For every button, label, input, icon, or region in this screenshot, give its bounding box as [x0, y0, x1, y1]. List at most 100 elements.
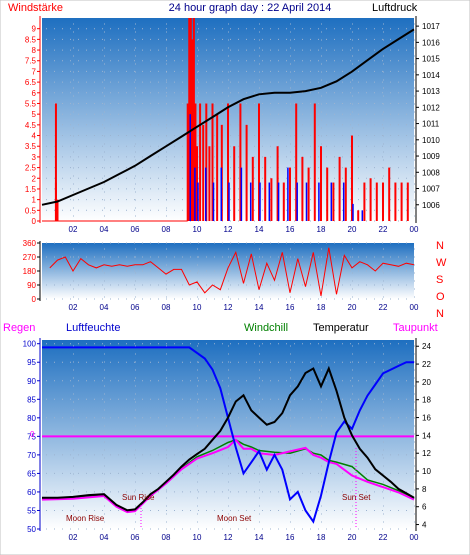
humidity-line	[42, 346, 414, 524]
x-tick-label: 02	[69, 533, 78, 542]
x-tick-label: 16	[286, 533, 295, 542]
x-tick-label: 14	[255, 225, 264, 234]
y2-tick-label: 1013	[422, 87, 440, 96]
y-tick-label: 3	[32, 153, 37, 162]
y-tick-label: 8.5	[25, 35, 37, 44]
y-tick-label: 270	[23, 253, 37, 262]
x-tick-label: 18	[317, 303, 326, 312]
y2-tick-label: 10	[422, 467, 431, 476]
direction-plot-area	[42, 243, 414, 299]
y-tick-label: 60	[27, 488, 36, 497]
x-tick-label: 10	[193, 303, 202, 312]
grid-dots-panel-2	[46, 242, 415, 300]
x-tick-label: 04	[100, 225, 109, 234]
wind-axis-title: Windstärke	[8, 2, 63, 14]
y2-tick-label: 1006	[422, 201, 440, 210]
y-tick-label: 7	[32, 67, 37, 76]
x-tick-label: 04	[100, 303, 109, 312]
y-tick-label: 95	[27, 358, 36, 367]
y2-tick-label: 1007	[422, 185, 440, 194]
regen-value: 0	[30, 430, 35, 439]
y-tick-label: 5	[32, 110, 37, 119]
y2-tick-label: 8	[422, 485, 427, 494]
y-tick-label: 2	[32, 174, 37, 183]
x-tick-label: 02	[69, 303, 78, 312]
y-tick-label: 75	[27, 432, 36, 441]
pressure-axis-title: Luftdruck	[372, 2, 418, 14]
y-tick-label: 0.5	[25, 206, 37, 215]
y2-tick-label: 1016	[422, 38, 440, 47]
x-tick-label: 06	[131, 303, 140, 312]
x-tick-label: 20	[348, 533, 357, 542]
x-tick-label: 00	[410, 303, 419, 312]
x-tick-label: 12	[224, 225, 233, 234]
x-tick-label: 06	[131, 225, 140, 234]
y-tick-label: 1.5	[25, 185, 37, 194]
y2-tick-label: 14	[422, 431, 431, 440]
x-tick-label: 20	[348, 303, 357, 312]
y-tick-label: 70	[27, 451, 36, 460]
x-tick-label: 16	[286, 225, 295, 234]
y-tick-label: 4.5	[25, 121, 37, 130]
x-tick-label: 20	[348, 225, 357, 234]
y-tick-label: 90	[27, 281, 36, 290]
sun-rise-label: Sun Rise	[122, 493, 155, 502]
x-tick-label: 00	[410, 225, 419, 234]
x-tick-label: 10	[193, 533, 202, 542]
direction-label-n-bottom: N	[436, 308, 444, 320]
series	[41, 18, 415, 524]
x-tick-label: 14	[255, 533, 264, 542]
y-tick-label: 85	[27, 395, 36, 404]
y-tick-label: 360	[23, 239, 37, 248]
y-tick-label: 65	[27, 469, 36, 478]
y-tick-label: 180	[23, 267, 37, 276]
grid-dots-panel-1	[46, 23, 415, 222]
y-tick-label: 6.5	[25, 78, 37, 87]
y-tick-label: 4	[32, 132, 37, 141]
x-tick-label: 02	[69, 225, 78, 234]
y2-tick-label: 22	[422, 360, 431, 369]
moon-set-label: Moon Set	[217, 514, 252, 523]
y2-tick-label: 12	[422, 449, 431, 458]
y2-tick-label: 4	[422, 521, 427, 530]
chart-title: 24 hour graph day : 22 April 2014	[169, 2, 332, 14]
y-tick-label: 90	[27, 377, 36, 386]
y2-tick-label: 16	[422, 414, 431, 423]
y-tick-label: 5.5	[25, 99, 37, 108]
legend-windchill: Windchill	[244, 322, 288, 334]
temperature-line	[42, 365, 415, 512]
y-tick-label: 9	[32, 25, 37, 34]
direction-label-w: W	[436, 257, 447, 269]
y-tick-label: 80	[27, 414, 36, 423]
x-tick-label: 10	[193, 225, 202, 234]
y2-tick-label: 6	[422, 503, 427, 512]
y2-tick-label: 1011	[422, 120, 440, 129]
dewpoint-line	[41, 438, 415, 514]
y2-tick-label: 1017	[422, 22, 440, 31]
x-tick-label: 22	[379, 533, 388, 542]
legend-taupunkt: Taupunkt	[393, 322, 438, 334]
x-tick-label: 00	[410, 533, 419, 542]
x-tick-label: 12	[224, 303, 233, 312]
y-tick-label: 3.5	[25, 142, 37, 151]
x-tick-label: 08	[162, 225, 171, 234]
y2-tick-label: 1012	[422, 103, 440, 112]
x-tick-label: 18	[317, 533, 326, 542]
x-tick-label: 06	[131, 533, 140, 542]
x-tick-label: 14	[255, 303, 264, 312]
legend-luftfeuchte: Luftfeuchte	[66, 322, 120, 334]
y-tick-label: 8	[32, 46, 37, 55]
x-tick-label: 12	[224, 533, 233, 542]
y2-tick-label: 24	[422, 342, 431, 351]
axes: 00.511.522.533.544.555.566.577.588.59100…	[23, 16, 440, 542]
y-tick-label: 100	[23, 340, 37, 349]
y2-tick-label: 1010	[422, 136, 440, 145]
legend-regen: Regen	[3, 322, 35, 334]
x-tick-label: 04	[100, 533, 109, 542]
y-tick-label: 1	[32, 196, 37, 205]
y-tick-label: 2.5	[25, 164, 37, 173]
sun-set-label: Sun Set	[342, 493, 371, 502]
y2-tick-label: 18	[422, 396, 431, 405]
direction-label-s: S	[436, 274, 443, 286]
